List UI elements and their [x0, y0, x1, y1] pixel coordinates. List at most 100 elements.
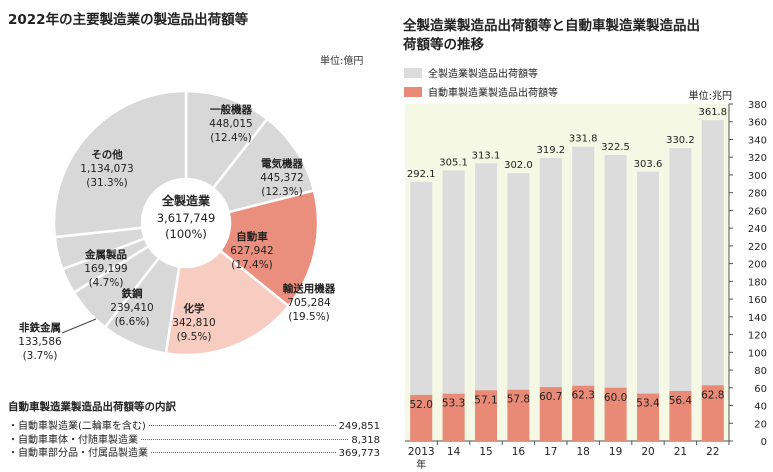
x-tick-label: 19 — [609, 446, 622, 458]
y-tick-label: 240 — [748, 224, 767, 235]
x-tick-label: 21 — [674, 446, 687, 458]
pie-center-name: 全製造業 — [161, 193, 211, 208]
pie-slice-name: 非鉄金属 — [19, 321, 61, 334]
bar-total-value-label: 322.5 — [601, 142, 630, 153]
y-tick-label: 40 — [754, 402, 767, 413]
bar-auto-value-label: 62.3 — [572, 390, 595, 402]
bar-auto-value-label: 57.8 — [507, 394, 530, 406]
x-tick-label: 14 — [447, 446, 461, 458]
bar-chart-title-line2: 荷額等の推移 — [403, 37, 484, 53]
bar-total — [637, 171, 659, 441]
bar-chart-title: 全製造業製造品出荷額等と自動車製造業製造品出 荷額等の推移 — [403, 17, 700, 55]
x-tick-label: 16 — [512, 446, 526, 458]
bar-total-value-label: 305.1 — [439, 157, 468, 168]
pie-slice-value: 133,586 — [18, 336, 62, 348]
bar-chart-title-line1: 全製造業製造品出荷額等と自動車製造業製造品出 — [403, 18, 700, 34]
pie-leader-line — [61, 318, 97, 334]
y-tick-label: 380 — [748, 100, 767, 111]
bar-auto-value-label: 56.4 — [669, 395, 693, 407]
bar-total-value-label: 330.2 — [666, 135, 695, 146]
bar-auto-value-label: 60.0 — [604, 392, 627, 404]
y-tick-label: 200 — [748, 260, 767, 271]
pie-slice-pct: (12.3%) — [261, 186, 303, 198]
bar-auto-value-label: 57.1 — [474, 394, 497, 406]
y-tick-label: 340 — [748, 135, 767, 146]
pie-slice-pct: (6.6%) — [115, 316, 150, 328]
pie-slice-pct: (19.5%) — [288, 311, 330, 323]
breakdown-row-label: ・自動車製造業(二輪車を含む) — [8, 421, 146, 432]
pie-slice-value: 627,942 — [230, 245, 273, 257]
legend-swatch-1 — [404, 68, 422, 78]
y-tick-label: 300 — [748, 171, 767, 182]
legend-label-1: 全製造業製造品出荷額等 — [428, 67, 538, 80]
x-axis-year-suffix: 年 — [416, 458, 426, 471]
bar-auto-value-label: 62.8 — [701, 389, 724, 401]
pie-slice-pct: (31.3%) — [86, 177, 128, 189]
auto-breakdown: 自動車製造業製造品出荷額等の内訳 ・自動車製造業(二輪車を含む) 249,851 ・… — [8, 399, 380, 459]
bar-total — [701, 120, 724, 441]
breakdown-row-leader — [148, 425, 336, 426]
x-tick-label: 20 — [641, 446, 654, 458]
pie-slice-value: 705,284 — [287, 297, 331, 309]
x-tick-label: 2013 — [408, 446, 435, 458]
breakdown-row-label: ・自動車部分品・付属品製造業 — [8, 448, 148, 459]
pie-slice-value: 1,134,073 — [80, 163, 133, 175]
bar-auto — [539, 387, 562, 441]
breakdown-row: ・自動車部分品・付属品製造業 369,773 — [8, 444, 380, 459]
pie-slice-pct: (17.4%) — [231, 259, 273, 271]
y-tick-label: 220 — [748, 242, 767, 253]
y-tick-label: 120 — [748, 331, 767, 342]
y-tick-label: 140 — [748, 313, 767, 324]
legend-swatch-2 — [404, 87, 422, 97]
breakdown-row-leader — [141, 438, 349, 440]
x-tick-label: 15 — [479, 446, 492, 458]
y-tick-label: 20 — [754, 419, 767, 430]
bar-total-value-label: 302.0 — [504, 160, 533, 171]
y-tick-label: 60 — [754, 384, 767, 395]
y-tick-label: 180 — [748, 277, 767, 288]
bar-auto — [507, 389, 530, 441]
bar-total — [507, 173, 530, 441]
pie-slice-pct: (12.4%) — [210, 132, 252, 144]
bar-auto — [572, 385, 595, 441]
y-tick-label: 160 — [748, 295, 767, 306]
bar-total — [669, 148, 692, 441]
x-tick-label: 17 — [544, 446, 557, 458]
bar-total-value-label: 331.8 — [569, 134, 598, 145]
bar-auto-value-label: 53.4 — [636, 398, 660, 410]
pie-slice-value: 445,372 — [260, 172, 303, 184]
pie-slice-value: 239,410 — [110, 302, 153, 314]
pie-slice-pct: (9.5%) — [177, 331, 212, 343]
pie-slice-name: 鉄鋼 — [122, 287, 143, 300]
bar-auto-value-label: 52.0 — [410, 399, 433, 411]
bar-auto — [637, 393, 659, 441]
y-tick-label: 360 — [748, 118, 767, 129]
legend-label-2: 自動車製造業製造品出荷額等 — [428, 86, 558, 99]
bar-total — [572, 146, 595, 441]
pie-slice-name: 化学 — [184, 302, 205, 315]
bar-auto — [701, 385, 724, 441]
breakdown-title: 自動車製造業製造品出荷額等の内訳 — [8, 401, 176, 413]
pie-slice-pct: (3.7%) — [23, 350, 58, 362]
x-tick-label: 22 — [706, 446, 719, 458]
pie-slice-pct: (4.7%) — [89, 277, 124, 289]
y-tick-label: 280 — [748, 189, 767, 200]
y-tick-label: 80 — [754, 366, 767, 377]
breakdown-row-value: 369,773 — [338, 448, 380, 459]
pie-chart-title: 2022年の主要製造業の製造品出荷額等 — [8, 12, 249, 28]
y-tick-label: 260 — [748, 206, 767, 217]
pie-center-pct: (100%) — [165, 227, 207, 241]
pie-slice-name: 一般機器 — [210, 103, 252, 116]
bar-total-value-label: 319.2 — [536, 145, 565, 156]
y-tick-label: 320 — [748, 153, 767, 164]
bar-auto-value-label: 53.3 — [442, 398, 465, 410]
bar-auto-value-label: 60.7 — [539, 391, 562, 403]
breakdown-row-leader — [151, 452, 336, 453]
pie-slice-name: 金属製品 — [84, 248, 127, 261]
breakdown-row: ・自動車製造業(二輪車を含む) 249,851 — [8, 417, 380, 432]
breakdown-row-value: 8,318 — [351, 434, 380, 446]
bar-auto — [475, 390, 497, 441]
bar-total — [410, 181, 433, 441]
y-tick-label: 0 — [761, 437, 767, 448]
